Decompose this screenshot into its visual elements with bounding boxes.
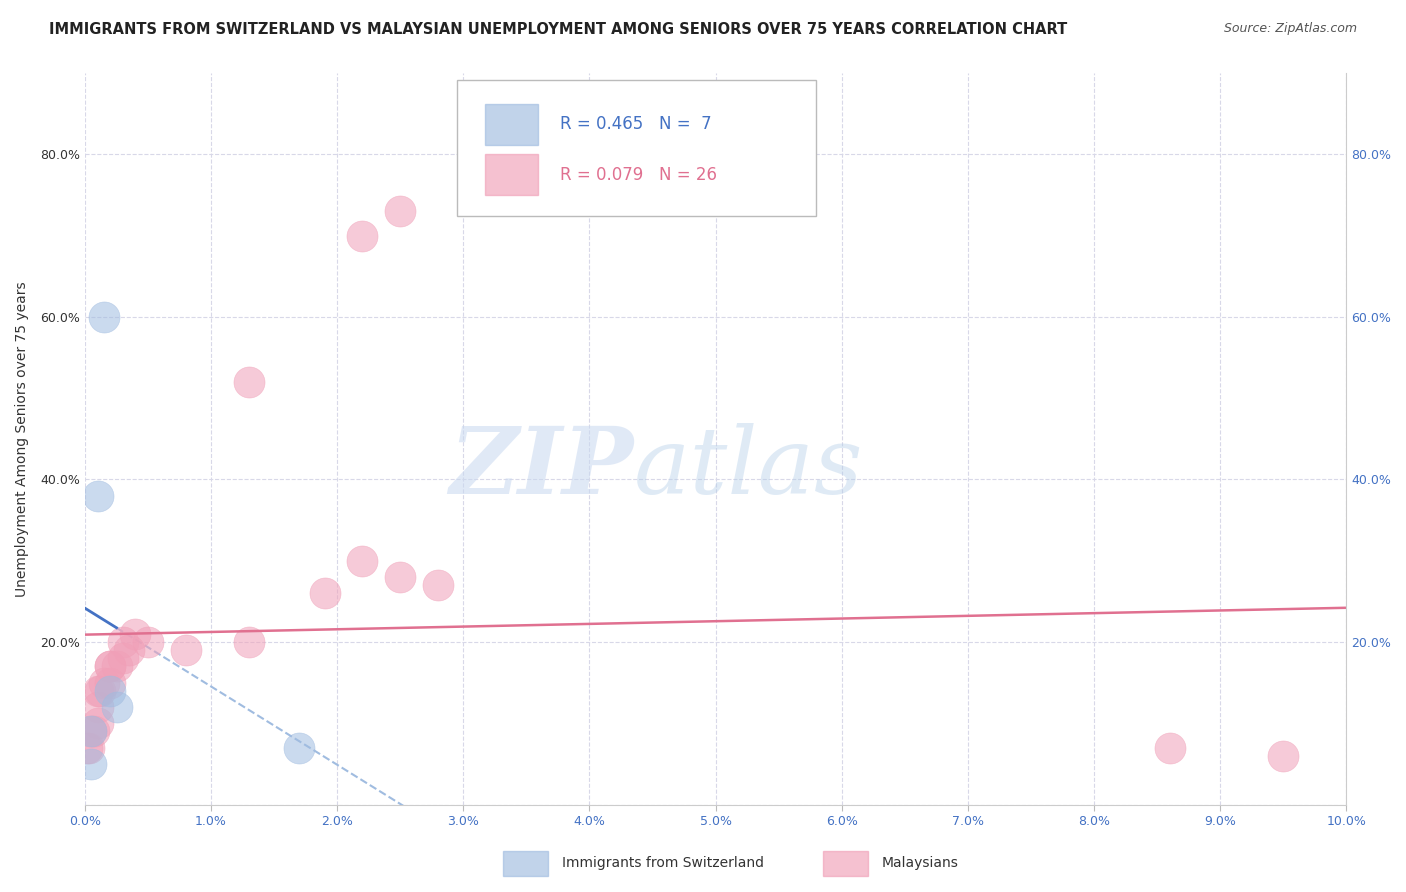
Point — [111, 635, 134, 649]
Text: IMMIGRANTS FROM SWITZERLAND VS MALAYSIAN UNEMPLOYMENT AMONG SENIORS OVER 75 YEAR: IMMIGRANTS FROM SWITZERLAND VS MALAYSIAN… — [49, 22, 1067, 37]
Point — [1272, 748, 1295, 763]
Point — [352, 228, 374, 243]
Point — [352, 554, 374, 568]
Y-axis label: Unemployment Among Seniors over 75 years: Unemployment Among Seniors over 75 years — [15, 281, 30, 597]
Point — [288, 740, 311, 755]
Point — [86, 716, 108, 731]
Text: atlas: atlas — [634, 423, 863, 513]
Point — [89, 683, 111, 698]
Point — [238, 375, 260, 389]
Point — [83, 724, 105, 739]
Point — [389, 570, 412, 584]
Point — [93, 675, 115, 690]
Point — [314, 586, 336, 600]
Point — [174, 643, 197, 657]
Text: Source: ZipAtlas.com: Source: ZipAtlas.com — [1223, 22, 1357, 36]
Text: R = 0.079   N = 26: R = 0.079 N = 26 — [561, 166, 717, 184]
Point — [98, 659, 121, 673]
Point — [86, 683, 108, 698]
Text: R = 0.465   N =  7: R = 0.465 N = 7 — [561, 115, 711, 133]
Text: Immigrants from Switzerland: Immigrants from Switzerland — [562, 856, 765, 871]
Point — [1159, 740, 1181, 755]
Point — [80, 756, 103, 771]
Point — [76, 740, 98, 755]
Point — [238, 635, 260, 649]
Point — [80, 724, 103, 739]
Point — [86, 700, 108, 714]
Point — [111, 651, 134, 665]
Point — [98, 683, 121, 698]
Text: Malaysians: Malaysians — [882, 856, 959, 871]
Point — [80, 724, 103, 739]
FancyBboxPatch shape — [457, 80, 817, 216]
Point — [86, 489, 108, 503]
FancyBboxPatch shape — [485, 103, 537, 145]
Point — [98, 659, 121, 673]
Point — [93, 310, 115, 324]
Point — [118, 643, 141, 657]
Point — [98, 675, 121, 690]
Point — [105, 659, 128, 673]
Point — [136, 635, 159, 649]
Point — [105, 700, 128, 714]
Text: ZIP: ZIP — [450, 423, 634, 513]
Point — [124, 627, 146, 641]
Point — [77, 740, 100, 755]
Point — [427, 578, 450, 592]
FancyBboxPatch shape — [485, 154, 537, 195]
Point — [389, 204, 412, 219]
